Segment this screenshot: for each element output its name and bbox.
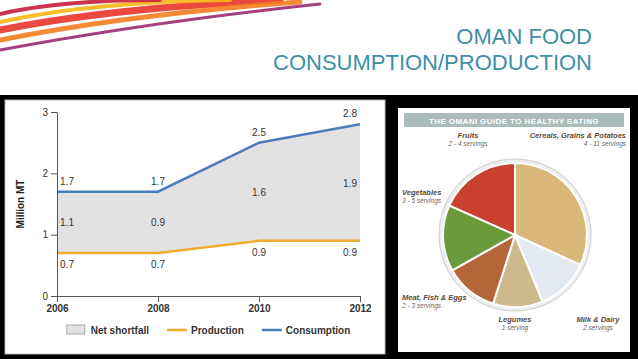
section-label: Legumes (499, 315, 532, 324)
y-axis: 0 1 2 3 (42, 107, 57, 302)
y-tick: 3 (42, 107, 57, 118)
data-label: 0.9 (151, 217, 165, 228)
data-label: 0.7 (151, 259, 165, 270)
y-tick-label: 3 (42, 107, 48, 118)
y-tick: 0 (42, 291, 57, 302)
x-tick: 2012 (349, 296, 372, 314)
y-axis-title: Million MT (15, 180, 26, 229)
y-axis-line (57, 113, 58, 297)
x-tick-label: 2006 (46, 303, 69, 314)
guide-panel (398, 108, 630, 352)
data-label: 1.1 (60, 217, 74, 228)
legend-label: Net shortfall (91, 325, 150, 336)
x-tick-label: 2010 (248, 303, 271, 314)
section-servings: 2 servings (582, 324, 613, 332)
legend-swatch (167, 329, 187, 332)
legend-swatch (67, 325, 85, 334)
chart-panel (5, 100, 385, 354)
section-servings: 3 - 5 servings (402, 197, 442, 205)
decoration (0, 0, 160, 14)
slide: OMAN FOODCONSUMPTION/PRODUCTION012320062… (0, 0, 638, 359)
y-tick-label: 1 (42, 229, 48, 240)
legend-item: Net shortfall (67, 325, 150, 336)
section-label: Cereals, Grains & Potatoes (530, 131, 626, 140)
x-tick: 2010 (248, 296, 271, 314)
section-label: Meat, Fish & Eggs (402, 293, 467, 302)
series-line (57, 241, 360, 253)
section-servings: 4 - 11 servings (584, 140, 627, 148)
x-tick-label: 2012 (349, 303, 372, 314)
y-tick-label: 0 (42, 291, 48, 302)
y-tick-label: 2 (42, 168, 48, 179)
y-tick-mark (51, 235, 57, 236)
section-servings: 2 - 3 servings (401, 302, 442, 310)
legend: Net shortfall Production Consumption (67, 325, 351, 336)
data-label: 1.7 (151, 176, 165, 187)
decoration (0, 4, 320, 50)
section-label: Milk & Dairy (577, 315, 621, 324)
plate-rim (439, 159, 591, 311)
x-axis: 2006 2008 2010 2012 (46, 296, 372, 314)
x-tick-mark (57, 296, 58, 302)
y-tick: 1 (42, 229, 57, 240)
x-tick-mark (259, 296, 260, 302)
guide-header-bar (404, 113, 624, 127)
section-servings: 2 - 4 servings (447, 140, 488, 148)
x-tick: 2008 (147, 296, 170, 314)
legend-label: Consumption (286, 325, 350, 336)
data-label: 1.9 (343, 178, 357, 189)
guide-title: THE OMANI GUIDE TO HEALTHY EATING (429, 117, 599, 126)
y-tick-mark (51, 112, 57, 113)
data-label: 0.9 (343, 247, 357, 258)
legend-item: Consumption (262, 325, 350, 336)
x-tick-mark (360, 296, 361, 302)
data-label: 1.7 (60, 176, 74, 187)
background-bottom (0, 95, 638, 359)
y-tick-mark (51, 173, 57, 174)
title-line: OMAN FOOD (456, 24, 592, 49)
plate-section (443, 206, 515, 271)
legend-swatch (262, 329, 282, 332)
x-tick-label: 2008 (147, 303, 170, 314)
background-top (0, 0, 638, 95)
y-tick: 2 (42, 168, 57, 179)
x-tick: 2006 (46, 296, 69, 314)
data-labels: 1.1 0.9 1.6 1.9 0.7 0.7 0.9 0.9 1.7 1.7 2.5 2.8 (60, 108, 357, 270)
data-label: 0.7 (60, 259, 74, 270)
legend-label: Production (191, 325, 244, 336)
series-line (57, 124, 360, 191)
section-label: Fruits (458, 131, 479, 140)
title-line: CONSUMPTION/PRODUCTION (273, 50, 592, 75)
data-label: 0.9 (252, 247, 266, 258)
legend-item: Production (167, 325, 244, 336)
y-tick-mark (51, 296, 57, 297)
data-label: 2.8 (343, 108, 357, 119)
section-servings: 1 serving (502, 324, 529, 332)
x-tick-mark (158, 296, 159, 302)
section-label: Vegetables (402, 188, 441, 197)
data-label: 1.6 (252, 187, 266, 198)
shortfall-area (57, 124, 360, 253)
plot-area (57, 124, 360, 253)
x-axis-line (58, 296, 361, 297)
slide-title: OMAN FOODCONSUMPTION/PRODUCTION (273, 24, 592, 75)
data-label: 2.5 (252, 127, 266, 138)
